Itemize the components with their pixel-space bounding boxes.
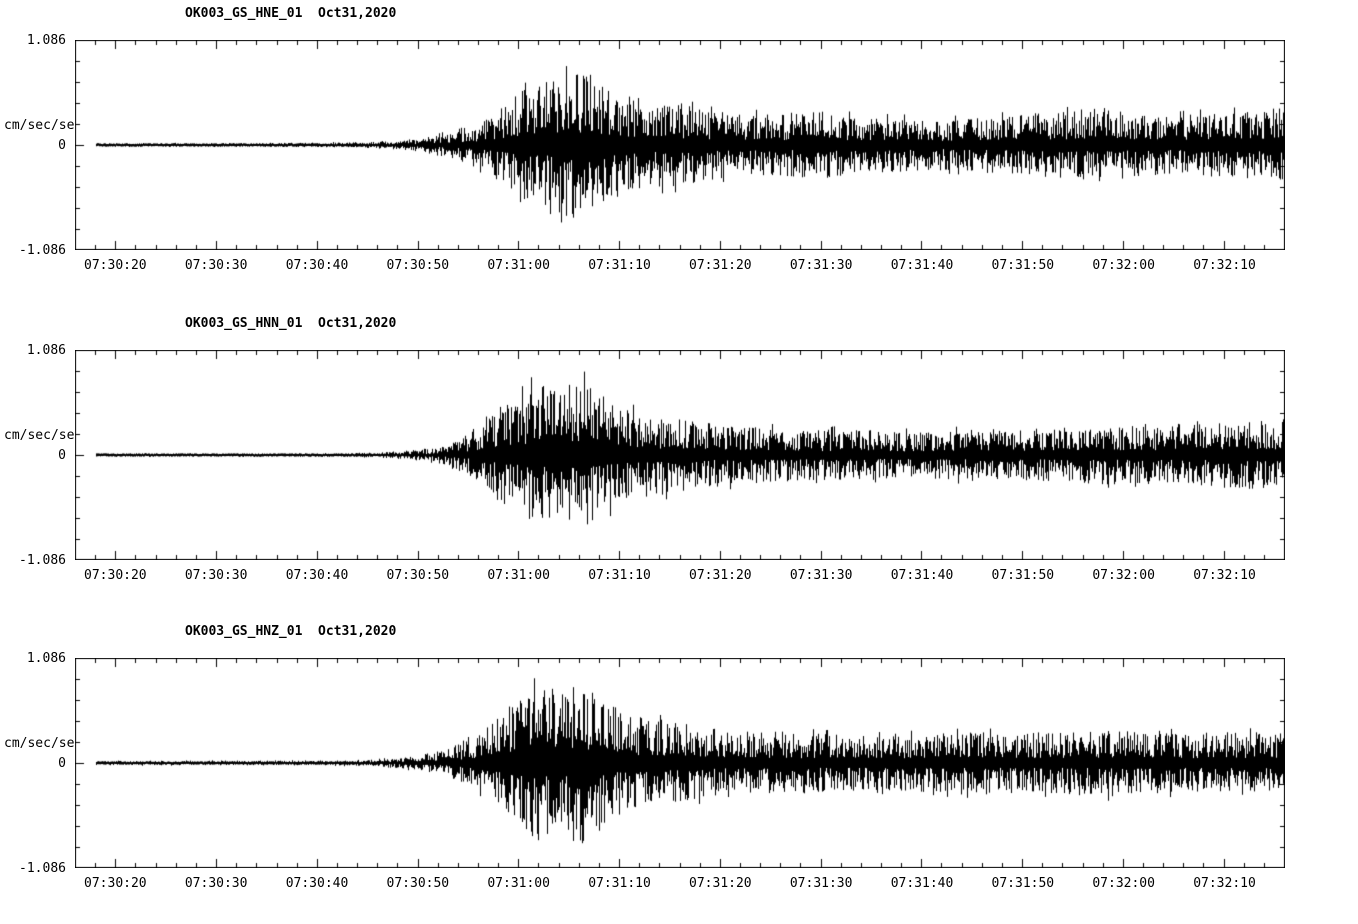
x-tick-label: 07:30:30 bbox=[184, 258, 248, 273]
x-tick-label: 07:30:40 bbox=[285, 876, 349, 891]
x-tick-label: 07:32:10 bbox=[1193, 568, 1256, 583]
x-tick-label: 07:30:20 bbox=[84, 876, 147, 891]
x-tick-label: 07:31:00 bbox=[487, 568, 550, 583]
x-axis-labels: 07:30:20 07:30:30 07:30:40 07:30:50 07:31:00… bbox=[75, 258, 1285, 274]
x-tick-label: 07:31:00 bbox=[487, 258, 550, 273]
x-tick-label: 07:31:10 bbox=[588, 876, 651, 891]
waveform-canvas bbox=[75, 350, 1285, 560]
x-tick-label: 07:31:50 bbox=[991, 258, 1055, 273]
panel-title: OK003_GS_HNN_01 Oct31,2020 bbox=[185, 316, 397, 331]
y-axis-zero-label: 0 bbox=[58, 756, 66, 771]
x-tick-label: 07:30:20 bbox=[84, 258, 147, 273]
y-axis-min-label: -1.086 bbox=[19, 243, 66, 258]
y-axis-zero-label: 0 bbox=[58, 448, 66, 463]
x-tick-label: 07:30:20 bbox=[84, 568, 147, 583]
x-tick-label: 07:31:30 bbox=[789, 876, 853, 891]
x-tick-label: 07:32:00 bbox=[1092, 258, 1155, 273]
x-tick-label: 07:31:30 bbox=[789, 568, 853, 583]
x-tick-label: 07:31:10 bbox=[588, 568, 651, 583]
x-tick-label: 07:30:50 bbox=[386, 258, 450, 273]
x-tick-label: 07:30:40 bbox=[285, 568, 349, 583]
x-tick-label: 07:31:30 bbox=[789, 258, 853, 273]
x-tick-label: 07:30:40 bbox=[285, 258, 349, 273]
panel-title: OK003_GS_HNZ_01 Oct31,2020 bbox=[185, 624, 397, 639]
y-axis-min-label: -1.086 bbox=[19, 861, 66, 876]
x-axis-labels: 07:30:20 07:30:30 07:30:40 07:30:50 07:31:00… bbox=[75, 568, 1285, 584]
y-axis-max-label: 1.086 bbox=[26, 33, 66, 48]
y-axis-min-label: -1.086 bbox=[19, 553, 66, 568]
y-axis-max-label: 1.086 bbox=[26, 343, 66, 358]
x-tick-label: 07:32:00 bbox=[1092, 876, 1155, 891]
seismogram-panel-hne: OK003_GS_HNE_01 Oct31,2020 cm/sec/sec 1.… bbox=[0, 2, 1358, 302]
panel-title: OK003_GS_HNE_01 Oct31,2020 bbox=[185, 6, 397, 21]
x-tick-label: 07:31:50 bbox=[991, 568, 1055, 583]
seismogram-panel-hnz: OK003_GS_HNZ_01 Oct31,2020 cm/sec/sec 1.… bbox=[0, 620, 1358, 920]
x-tick-label: 07:30:30 bbox=[184, 876, 248, 891]
y-axis-zero-label: 0 bbox=[58, 138, 66, 153]
y-axis-unit-label: cm/sec/sec bbox=[4, 118, 83, 133]
y-axis-max-label: 1.086 bbox=[26, 651, 66, 666]
x-tick-label: 07:31:20 bbox=[689, 258, 752, 273]
x-tick-label: 07:31:10 bbox=[588, 258, 651, 273]
x-axis-labels: 07:30:20 07:30:30 07:30:40 07:30:50 07:31:00… bbox=[75, 876, 1285, 892]
x-tick-label: 07:31:20 bbox=[689, 568, 752, 583]
y-axis-unit-label: cm/sec/sec bbox=[4, 428, 83, 443]
x-tick-label: 07:30:50 bbox=[386, 876, 450, 891]
x-tick-label: 07:31:40 bbox=[890, 876, 954, 891]
x-tick-label: 07:30:30 bbox=[184, 568, 248, 583]
x-tick-label: 07:32:10 bbox=[1193, 258, 1256, 273]
x-tick-label: 07:31:40 bbox=[890, 568, 954, 583]
x-tick-label: 07:31:50 bbox=[991, 876, 1055, 891]
x-tick-label: 07:31:20 bbox=[689, 876, 752, 891]
seismogram-panel-hnn: OK003_GS_HNN_01 Oct31,2020 cm/sec/sec 1.… bbox=[0, 312, 1358, 612]
x-tick-label: 07:31:40 bbox=[890, 258, 954, 273]
waveform-canvas bbox=[75, 658, 1285, 868]
x-tick-label: 07:32:10 bbox=[1193, 876, 1256, 891]
y-axis-unit-label: cm/sec/sec bbox=[4, 736, 83, 751]
x-tick-label: 07:32:00 bbox=[1092, 568, 1155, 583]
x-tick-label: 07:31:00 bbox=[487, 876, 550, 891]
waveform-canvas bbox=[75, 40, 1285, 250]
x-tick-label: 07:30:50 bbox=[386, 568, 450, 583]
